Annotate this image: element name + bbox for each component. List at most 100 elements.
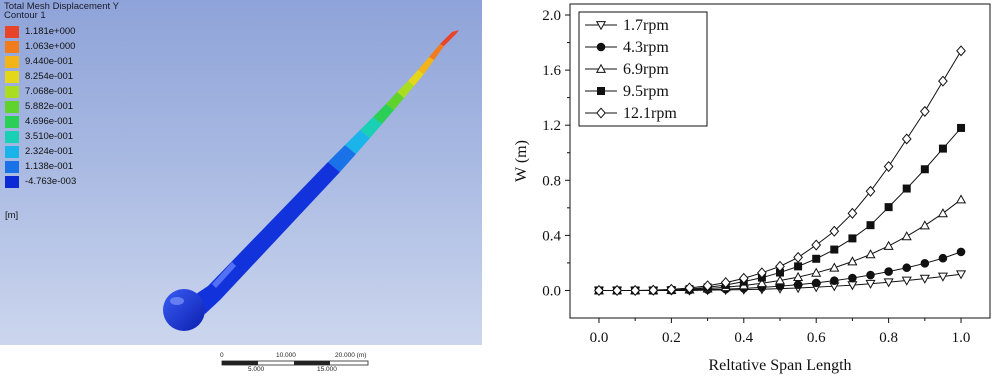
legend-swatch [5, 116, 19, 128]
legend-label: 1.181e+000 [25, 26, 76, 37]
legend-item: 12.1rpm [585, 105, 677, 122]
data-point [702, 280, 713, 292]
data-point [829, 225, 840, 237]
data-point [848, 273, 857, 283]
data-point [937, 208, 948, 218]
data-point [938, 75, 948, 87]
legend-item: 1.7rpm [585, 17, 669, 34]
blade-root-highlight [212, 262, 236, 288]
data-point [883, 240, 894, 250]
y-tick-label: 1.6 [542, 63, 561, 79]
legend-entry: 1.181e+000 [5, 26, 125, 38]
x-axis-title: Reltative Span Length [708, 357, 851, 374]
data-point [793, 280, 803, 289]
scale-label-5: 5.000 [248, 366, 265, 373]
legend-entry: 7.068e-001 [5, 86, 125, 98]
legend-item: 6.9rpm [585, 61, 669, 78]
blade-band-blue [328, 145, 356, 172]
legend-entry: 1.138e-001 [5, 161, 125, 173]
data-point [612, 284, 622, 297]
series-layer [593, 45, 967, 297]
legend-label: 2.324e-001 [25, 146, 74, 157]
chart-legend: 1.7rpm 4.3rpm 6.9rpm 9.5rpm 12.1rpm [578, 11, 708, 127]
blade-band-gold [418, 57, 434, 74]
blade-root-segment [190, 162, 340, 314]
data-point [848, 234, 857, 243]
data-point [866, 270, 875, 280]
blade-band-cyan [360, 117, 382, 138]
legend-label: 1.138e-001 [25, 161, 74, 172]
data-point [757, 267, 767, 279]
x-tick-label: 0.6 [807, 330, 826, 346]
data-point [811, 267, 822, 277]
data-point [865, 185, 876, 197]
data-point [920, 259, 930, 268]
hub-sphere [163, 289, 205, 331]
legend-entry: 9.440e-001 [5, 56, 125, 68]
contour-title-line1: Total Mesh Displacement Y [4, 1, 119, 12]
data-point [956, 45, 966, 57]
legend-label: 5.882e-001 [25, 101, 74, 112]
data-point [955, 194, 967, 204]
legend-label: 8.254e-001 [25, 71, 74, 82]
axis-ticks: 0.0 0.2 0.4 0.6 0.8 1.0 0.0 0.4 0.8 1.2 1.6 2.0 [542, 8, 970, 346]
data-point [793, 271, 804, 281]
legend-swatch [5, 86, 19, 98]
contour-title-line2: Contour 1 [4, 10, 46, 21]
legend-label: 1.7rpm [623, 17, 669, 34]
data-point [902, 263, 912, 273]
data-point [793, 251, 803, 263]
legend-entry: 2.324e-001 [5, 146, 125, 158]
blade-band-lightgreen [386, 92, 404, 110]
scale-label-15: 15.000 [317, 366, 337, 373]
legend-swatch [5, 71, 19, 83]
legend-swatch [5, 161, 19, 173]
data-point [829, 262, 840, 272]
y-axis-title: W (m) [513, 140, 530, 182]
x-tick-label: 0.4 [734, 330, 753, 346]
data-point [847, 256, 858, 266]
y-tick-label: 0.4 [542, 228, 561, 244]
data-point [648, 284, 659, 296]
legend-marker [595, 21, 607, 31]
blade-band-lightblue [345, 130, 370, 154]
legend-marker [596, 42, 606, 52]
x-tick-label: 0.0 [590, 330, 609, 346]
blade-band-orange [429, 44, 444, 60]
blade-band-green [373, 104, 394, 124]
legend-label: 4.3rpm [623, 39, 669, 56]
x-tick-label: 0.8 [879, 330, 898, 346]
x-tick-label: 1.0 [952, 330, 971, 346]
data-point [811, 278, 821, 288]
data-point [738, 272, 749, 284]
data-point [884, 203, 893, 212]
legend-swatch [5, 146, 19, 158]
blade-band-yellow [408, 70, 424, 86]
data-point [630, 284, 641, 297]
legend-item: 4.3rpm [585, 39, 669, 56]
legend-swatch [5, 176, 19, 188]
data-point [774, 275, 786, 285]
legend-entry: 5.882e-001 [5, 101, 125, 113]
legend-marker [597, 87, 605, 95]
legend-entry: 4.696e-001 [5, 116, 125, 128]
data-point [666, 283, 677, 295]
legend-marker [595, 63, 607, 73]
legend-label: 9.440e-001 [25, 56, 74, 67]
legend-entry: -4.763e-003 [5, 176, 125, 188]
data-point [812, 254, 821, 263]
data-point [594, 284, 604, 297]
legend-swatch [5, 26, 19, 38]
blade-tip [440, 30, 459, 46]
data-point [901, 231, 912, 241]
data-point [919, 105, 930, 117]
data-point [794, 262, 803, 271]
data-point [920, 165, 929, 174]
data-point [865, 279, 876, 289]
data-point [883, 160, 894, 173]
data-point [901, 276, 912, 286]
data-point [883, 278, 894, 288]
y-tick-label: 0.8 [542, 173, 561, 189]
data-point [830, 245, 839, 254]
data-point [720, 277, 731, 289]
